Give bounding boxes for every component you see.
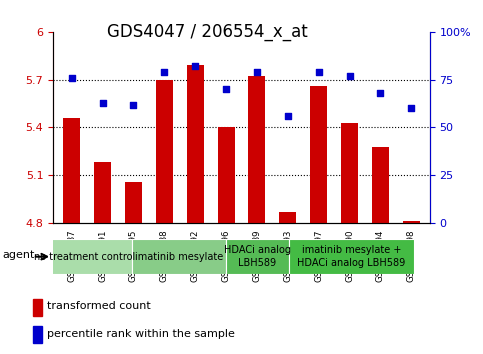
Bar	[187, 65, 204, 223]
Bar	[289, 239, 414, 274]
Text: GDS4047 / 206554_x_at: GDS4047 / 206554_x_at	[107, 23, 308, 41]
Point	[315, 69, 323, 75]
Bar	[341, 123, 358, 223]
Bar	[131, 239, 226, 274]
Point	[129, 102, 137, 107]
Point	[377, 90, 384, 96]
Point	[346, 73, 354, 79]
Bar	[125, 182, 142, 223]
Bar	[94, 162, 111, 223]
Point	[284, 113, 292, 119]
Bar	[217, 127, 235, 223]
Text: agent: agent	[3, 250, 35, 260]
Text: HDACi analog
LBH589: HDACi analog LBH589	[224, 245, 291, 268]
Text: imatinib mesylate +
HDACi analog LBH589: imatinib mesylate + HDACi analog LBH589	[297, 245, 406, 268]
Bar	[33, 326, 43, 343]
Bar	[38, 239, 131, 274]
Bar	[33, 299, 43, 315]
Bar	[156, 80, 173, 223]
Point	[408, 105, 415, 111]
Point	[191, 63, 199, 69]
Bar	[248, 76, 266, 223]
Text: imatinib mesylate: imatinib mesylate	[135, 252, 223, 262]
Text: transformed count: transformed count	[47, 301, 151, 311]
Text: percentile rank within the sample: percentile rank within the sample	[47, 329, 235, 339]
Bar	[403, 222, 420, 223]
Text: no treatment control: no treatment control	[34, 252, 135, 262]
Point	[68, 75, 75, 81]
Point	[222, 86, 230, 92]
Bar	[226, 239, 289, 274]
Point	[99, 100, 106, 105]
Point	[160, 69, 168, 75]
Bar	[279, 212, 296, 223]
Bar	[372, 147, 389, 223]
Bar	[310, 86, 327, 223]
Bar	[63, 118, 80, 223]
Point	[253, 69, 261, 75]
